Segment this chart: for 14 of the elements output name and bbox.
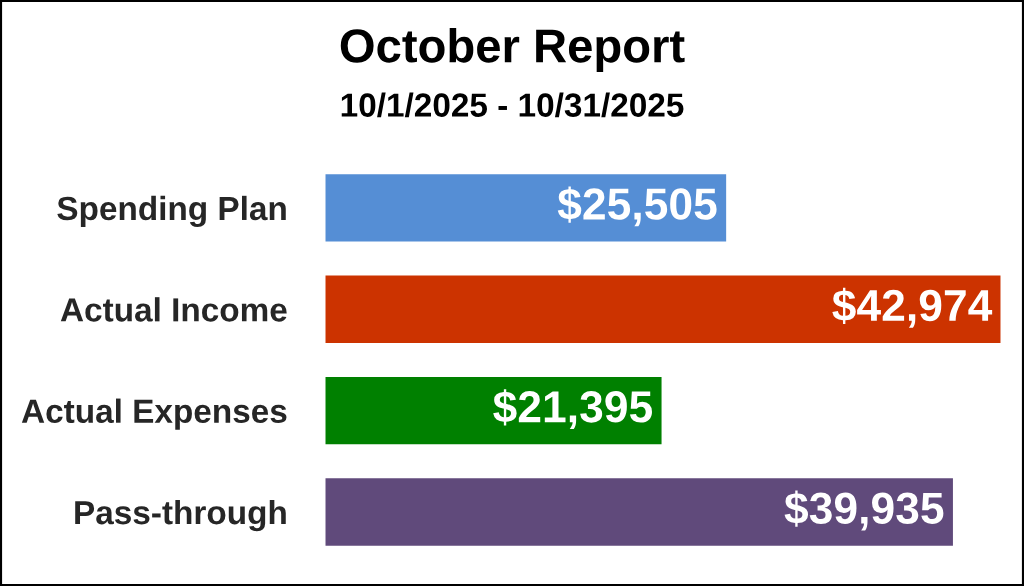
data-label: $25,505 bbox=[557, 186, 717, 227]
chart-title: October Report bbox=[340, 27, 685, 73]
data-label: $21,395 bbox=[493, 389, 652, 430]
y-tick-label: Actual Income bbox=[60, 297, 287, 322]
bar bbox=[325, 174, 727, 242]
y-tick-label: Spending Plan bbox=[57, 195, 286, 228]
y-tick-label: Pass-through bbox=[75, 499, 286, 532]
bar bbox=[325, 376, 662, 445]
bar bbox=[325, 478, 953, 546]
data-label: $39,935 bbox=[784, 490, 944, 531]
bar bbox=[325, 275, 1001, 343]
chart-subtitle: 10/1/2025 - 10/31/2025 bbox=[341, 92, 684, 118]
data-label: $42,974 bbox=[832, 287, 993, 328]
y-tick-label: Actual Expenses bbox=[21, 398, 287, 430]
